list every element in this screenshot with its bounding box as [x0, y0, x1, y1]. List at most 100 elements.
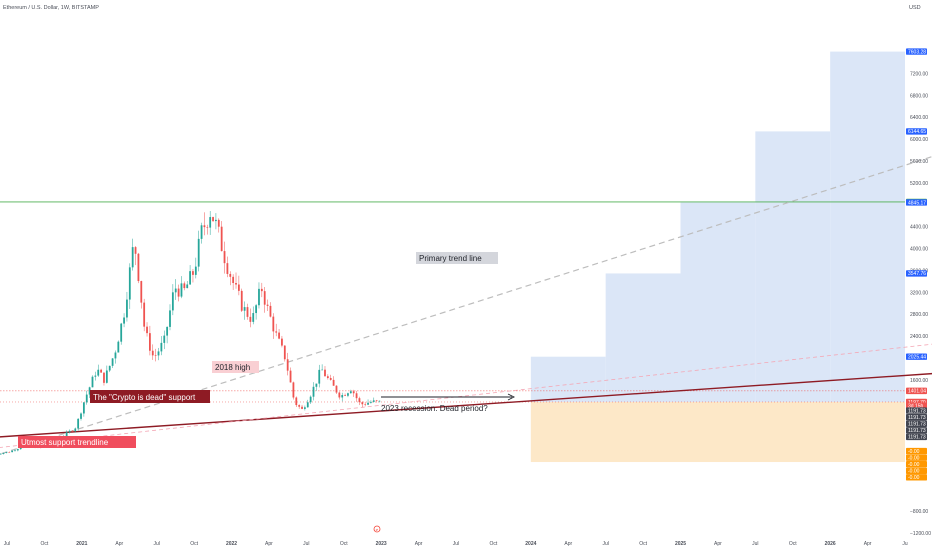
candle[interactable] [212, 216, 214, 222]
candle[interactable] [298, 404, 301, 409]
time-axis[interactable]: Jul Oct 2021 Apr Jul Oct 2022 Apr Jul Oct 2023 Apr J… [4, 541, 908, 547]
candle[interactable] [361, 401, 364, 408]
candles-layer[interactable] [0, 211, 381, 455]
candle[interactable] [186, 281, 189, 289]
candle[interactable] [123, 313, 125, 328]
candle[interactable] [272, 313, 275, 339]
candle[interactable] [246, 303, 249, 320]
candle[interactable] [143, 298, 146, 332]
candle[interactable] [318, 364, 321, 388]
candle[interactable] [154, 348, 157, 362]
candle[interactable] [312, 382, 315, 401]
candle[interactable] [269, 302, 272, 318]
candle[interactable] [94, 371, 97, 381]
candle[interactable] [100, 368, 103, 373]
candle[interactable] [326, 374, 329, 380]
candle[interactable] [306, 399, 309, 408]
candle[interactable] [349, 389, 352, 394]
candle[interactable] [14, 449, 16, 452]
recession-label[interactable]: 2023 recession. Dead period? [381, 404, 488, 413]
candle[interactable] [80, 412, 82, 421]
candle[interactable] [255, 303, 258, 320]
candle[interactable] [131, 238, 134, 271]
candle[interactable] [134, 246, 137, 266]
candle[interactable] [16, 448, 19, 452]
candle[interactable] [240, 288, 243, 312]
candle[interactable] [237, 275, 240, 296]
candle[interactable] [220, 221, 223, 252]
candle[interactable] [378, 400, 381, 403]
candle[interactable] [174, 279, 177, 300]
candle[interactable] [88, 386, 91, 399]
candle[interactable] [194, 257, 197, 279]
candle[interactable] [263, 287, 266, 313]
candle[interactable] [209, 211, 212, 235]
high-2018-label[interactable]: 2018 high [215, 363, 250, 372]
candle[interactable] [260, 282, 263, 298]
candle[interactable] [375, 399, 378, 403]
candle[interactable] [292, 381, 295, 400]
candle[interactable] [321, 364, 324, 371]
candle[interactable] [341, 392, 344, 402]
candle[interactable] [2, 452, 5, 455]
candle[interactable] [68, 429, 71, 434]
candle[interactable] [192, 268, 194, 283]
candle[interactable] [140, 280, 143, 309]
candle[interactable] [71, 430, 74, 432]
symbol-title[interactable]: Ethereum / U.S. Dollar, 1W, BITSTAMP [3, 5, 99, 11]
candle[interactable] [149, 325, 151, 356]
candle[interactable] [8, 451, 11, 453]
candle[interactable] [177, 284, 180, 302]
candle[interactable] [5, 452, 8, 454]
candle[interactable] [364, 401, 367, 407]
candle[interactable] [232, 274, 235, 290]
candle[interactable] [344, 393, 346, 397]
candle[interactable] [329, 374, 332, 381]
candle[interactable] [146, 322, 148, 337]
candle[interactable] [11, 450, 14, 453]
candle[interactable] [117, 340, 120, 353]
candle[interactable] [126, 291, 128, 322]
candle[interactable] [77, 418, 80, 431]
candle[interactable] [338, 391, 341, 400]
candle[interactable] [197, 230, 200, 272]
candle[interactable] [278, 329, 280, 340]
candle[interactable] [203, 212, 206, 236]
candle[interactable] [157, 347, 160, 361]
candle[interactable] [229, 271, 232, 286]
candle[interactable] [289, 367, 292, 383]
candle[interactable] [114, 350, 117, 364]
candle[interactable] [215, 213, 217, 230]
candle[interactable] [352, 389, 355, 397]
candle[interactable] [120, 322, 123, 345]
candle[interactable] [275, 323, 278, 337]
candle[interactable] [82, 402, 85, 417]
candle[interactable] [347, 392, 349, 398]
candle[interactable] [206, 224, 209, 235]
candle[interactable] [217, 218, 220, 233]
candle[interactable] [301, 404, 303, 410]
primary-trend-label[interactable]: Primary trend line [419, 254, 482, 263]
candle[interactable] [324, 366, 326, 377]
candle[interactable] [355, 390, 358, 402]
candle[interactable] [151, 344, 154, 360]
candle[interactable] [315, 383, 318, 391]
candle[interactable] [335, 385, 338, 395]
candle[interactable] [91, 375, 94, 388]
candle[interactable] [74, 427, 77, 433]
crypto-dead-support[interactable] [0, 372, 932, 438]
candle[interactable] [0, 453, 2, 455]
candle[interactable] [189, 265, 191, 285]
candle[interactable] [160, 336, 163, 356]
candle[interactable] [249, 308, 252, 328]
candle[interactable] [183, 281, 186, 291]
candle[interactable] [166, 326, 169, 344]
candle[interactable] [258, 282, 260, 309]
candle[interactable] [128, 263, 131, 309]
candle[interactable] [372, 397, 375, 403]
crypto-dead-label[interactable]: The "Crypto is dead" support [93, 393, 196, 402]
candle[interactable] [97, 364, 100, 377]
event-marker-icon[interactable] [373, 525, 381, 533]
